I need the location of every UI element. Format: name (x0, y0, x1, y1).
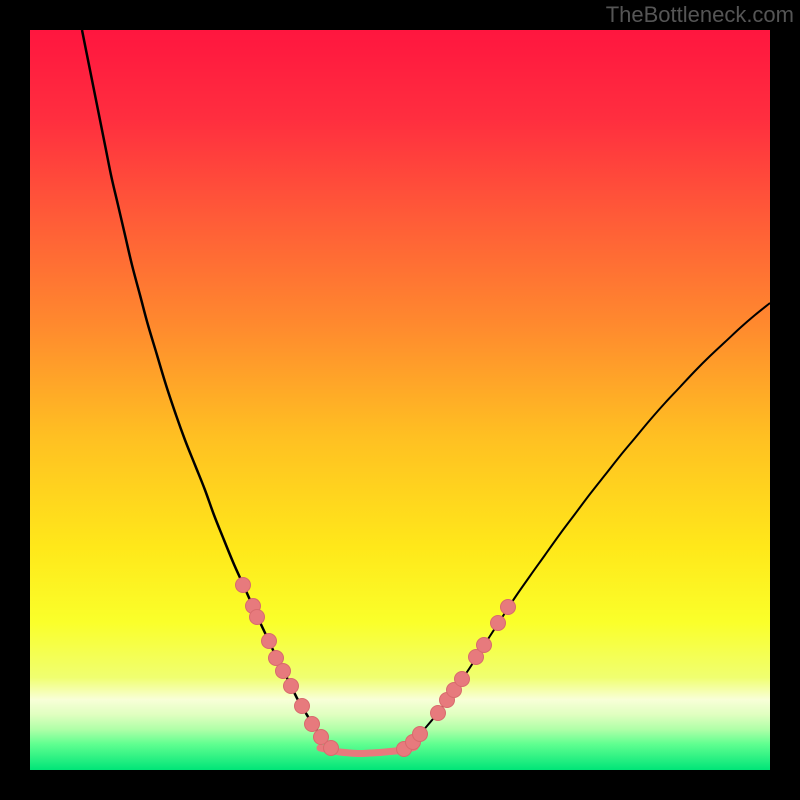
data-marker (276, 664, 291, 679)
data-marker (305, 717, 320, 732)
data-marker (236, 578, 251, 593)
watermark-text: TheBottleneck.com (606, 2, 794, 28)
data-marker (324, 741, 339, 756)
data-marker (431, 706, 446, 721)
data-marker (284, 679, 299, 694)
chart-svg (0, 0, 800, 800)
data-marker (262, 634, 277, 649)
data-marker (413, 727, 428, 742)
data-marker (491, 616, 506, 631)
chart-container: TheBottleneck.com (0, 0, 800, 800)
data-marker (455, 672, 470, 687)
data-marker (501, 600, 516, 615)
data-marker (295, 699, 310, 714)
data-marker (477, 638, 492, 653)
plot-background (30, 30, 770, 770)
data-marker (250, 610, 265, 625)
